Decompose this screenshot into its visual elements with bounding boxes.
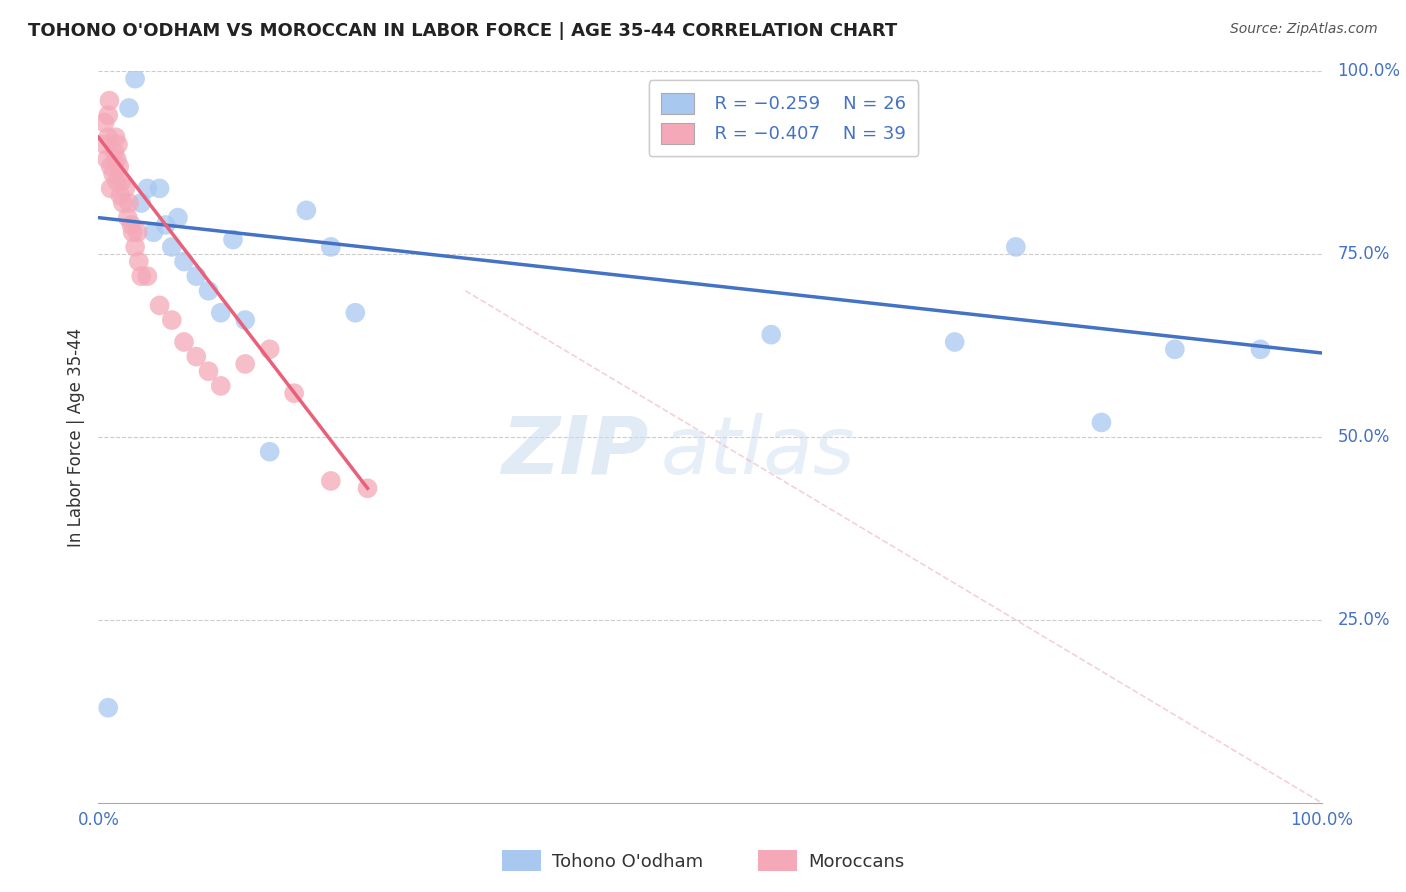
Point (197, 364, 219, 378)
Point (104, 130, 127, 145)
Point (160, 313, 183, 327)
Point (149, 181, 172, 195)
Point (120, 218, 142, 232)
Point (186, 350, 208, 364)
Point (142, 225, 165, 239)
Point (124, 71, 146, 86)
Point (129, 196, 152, 211)
Point (121, 225, 143, 239)
Point (283, 386, 305, 401)
Text: ZIP: ZIP (502, 413, 648, 491)
Point (222, 233, 245, 247)
Point (124, 240, 146, 254)
Point (105, 174, 128, 188)
Point (97, 130, 120, 145)
Point (105, 152, 128, 166)
Legend:   R = −0.259    N = 26,   R = −0.407    N = 39: R = −0.259 N = 26, R = −0.407 N = 39 (648, 80, 918, 156)
Point (761, 327, 783, 342)
Point (128, 254, 150, 268)
Point (259, 343, 281, 357)
Point (1164, 343, 1187, 357)
Point (98, 94, 121, 108)
Point (160, 240, 183, 254)
Point (209, 306, 232, 320)
Point (127, 225, 149, 239)
Point (100, 160, 122, 174)
Point (209, 379, 232, 393)
Text: 50.0%: 50.0% (1337, 428, 1391, 446)
Point (118, 101, 141, 115)
Text: TOHONO O'ODHAM VS MOROCCAN IN LABOR FORCE | AGE 35-44 CORRELATION CHART: TOHONO O'ODHAM VS MOROCCAN IN LABOR FORC… (28, 22, 897, 40)
Text: 75.0%: 75.0% (1337, 245, 1391, 263)
Point (110, 188, 132, 202)
Point (233, 313, 256, 327)
Point (259, 444, 281, 458)
Point (136, 269, 159, 284)
Point (356, 481, 378, 495)
Point (118, 196, 141, 211)
Point (167, 211, 190, 225)
Point (186, 269, 208, 284)
Point (173, 334, 195, 349)
Point (93, 137, 115, 152)
Point (344, 306, 367, 320)
Text: 100.0%: 100.0% (1337, 62, 1400, 80)
Point (155, 218, 177, 232)
Point (111, 196, 134, 211)
Point (319, 240, 342, 254)
Point (136, 181, 159, 195)
Point (319, 474, 342, 488)
Point (97, 108, 120, 122)
Point (943, 334, 966, 349)
Text: atlas: atlas (661, 413, 856, 491)
Point (108, 160, 131, 174)
Legend: Tohono O'odham, Moroccans: Tohono O'odham, Moroccans (495, 843, 911, 879)
Point (197, 284, 219, 298)
Point (114, 181, 136, 195)
Point (100, 181, 122, 195)
Point (149, 298, 172, 312)
Y-axis label: In Labor Force | Age 35-44: In Labor Force | Age 35-44 (66, 327, 84, 547)
Point (233, 357, 256, 371)
Point (295, 203, 318, 218)
Point (97, 700, 120, 714)
Point (111, 174, 134, 188)
Text: Source: ZipAtlas.com: Source: ZipAtlas.com (1230, 22, 1378, 37)
Point (173, 254, 195, 268)
Point (117, 211, 139, 225)
Point (1090, 416, 1112, 430)
Point (96, 152, 118, 166)
Point (107, 137, 129, 152)
Point (101, 167, 124, 181)
Point (129, 269, 152, 284)
Point (103, 145, 125, 159)
Point (1004, 240, 1026, 254)
Text: 25.0%: 25.0% (1337, 611, 1391, 629)
Point (93, 115, 115, 129)
Point (1249, 343, 1271, 357)
